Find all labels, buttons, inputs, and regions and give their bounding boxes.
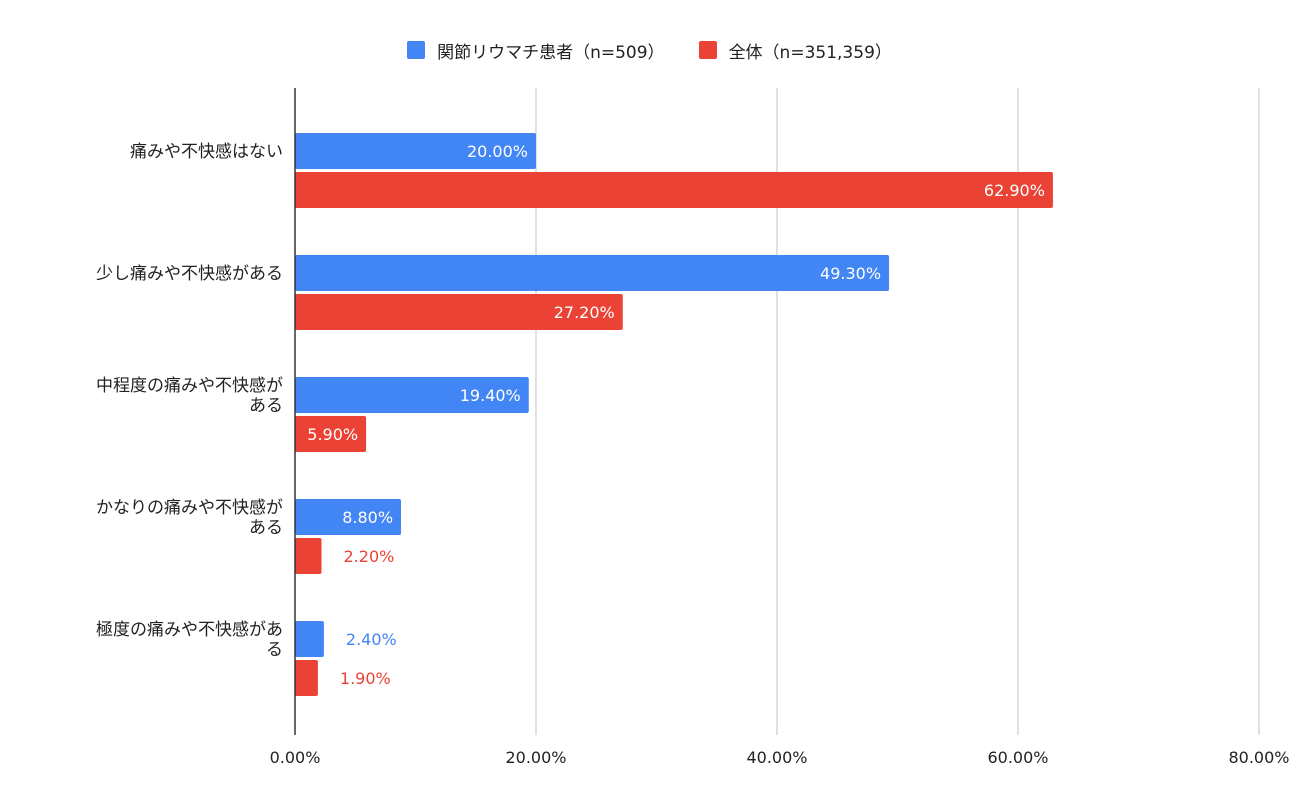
bar-series-2-3 xyxy=(295,416,367,452)
category-label-3-line-1: 中程度の痛みや不快感が xyxy=(96,376,283,396)
bar-series-1-2 xyxy=(295,255,890,291)
bar-series-1-3 xyxy=(295,377,529,413)
category-label-3-line-2: ある xyxy=(249,396,283,416)
category-label-4-line-1: かなりの痛みや不快感が xyxy=(96,498,283,518)
bar-series-2-1 xyxy=(295,172,1053,208)
bar-series-1-1 xyxy=(295,133,536,169)
category-label-5-line-1: 極度の痛みや不快感があ xyxy=(96,620,283,640)
data-label-series-1-5: 2.40% xyxy=(346,630,397,649)
data-label-series-2-1: 62.90% xyxy=(984,181,1045,200)
category-label-2: 少し痛みや不快感がある xyxy=(96,264,283,284)
legend-swatch-series-a xyxy=(407,41,426,59)
data-label-series-1-2: 49.30% xyxy=(820,264,881,283)
legend: 関節リウマチ患者（n=509） 全体（n=351,359） xyxy=(0,36,1299,64)
category-label-4-line-2: ある xyxy=(249,518,283,538)
category-label-1: 痛みや不快感はない xyxy=(130,142,283,162)
legend-label-series-a: 関節リウマチ患者（n=509） xyxy=(437,42,665,63)
x-tick-label-2: 40.00% xyxy=(746,748,807,767)
x-tick-label-0: 0.00% xyxy=(270,748,321,767)
data-label-series-2-5: 1.90% xyxy=(340,669,391,688)
legend-label-series-b: 全体（n=351,359） xyxy=(728,42,892,63)
data-label-series-2-2: 27.20% xyxy=(554,303,615,322)
bar-series-2-4 xyxy=(295,538,322,574)
legend-item-series-a[interactable]: 関節リウマチ患者（n=509） xyxy=(407,38,665,63)
bar-series-1-5 xyxy=(295,621,324,657)
data-label-series-2-4: 2.20% xyxy=(344,547,395,566)
data-label-series-1-4: 8.80% xyxy=(342,508,393,527)
category-label-5-line-2: る xyxy=(266,640,283,660)
data-label-series-1-1: 20.00% xyxy=(467,142,528,161)
x-tick-label-1: 20.00% xyxy=(505,748,566,767)
x-tick-label-3: 60.00% xyxy=(987,748,1048,767)
legend-swatch-series-b xyxy=(698,41,717,59)
data-label-series-1-3: 19.40% xyxy=(460,386,521,405)
data-label-series-2-3: 5.90% xyxy=(307,425,358,444)
bar-series-1-4 xyxy=(295,499,402,535)
x-tick-label-4: 80.00% xyxy=(1228,748,1289,767)
bar-series-2-5 xyxy=(295,660,318,696)
legend-item-series-b[interactable]: 全体（n=351,359） xyxy=(698,38,892,63)
bar-series-2-2 xyxy=(295,294,623,330)
